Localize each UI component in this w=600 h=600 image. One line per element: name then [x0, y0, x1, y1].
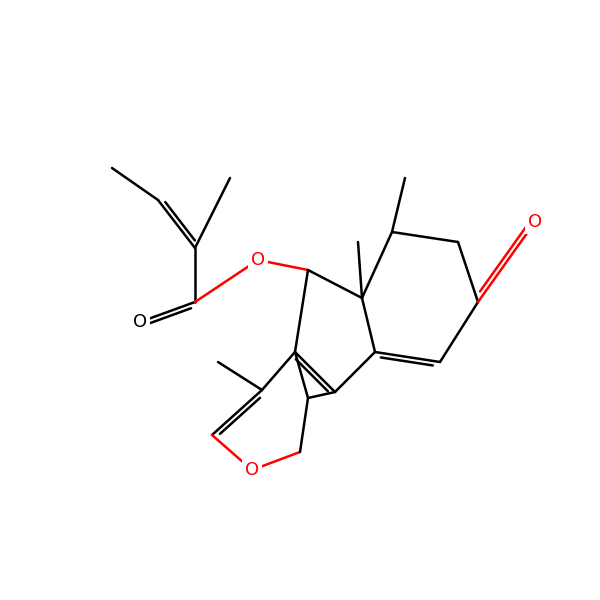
Text: O: O	[528, 213, 542, 231]
Text: O: O	[245, 461, 259, 479]
Text: O: O	[251, 251, 265, 269]
Text: O: O	[133, 313, 147, 331]
